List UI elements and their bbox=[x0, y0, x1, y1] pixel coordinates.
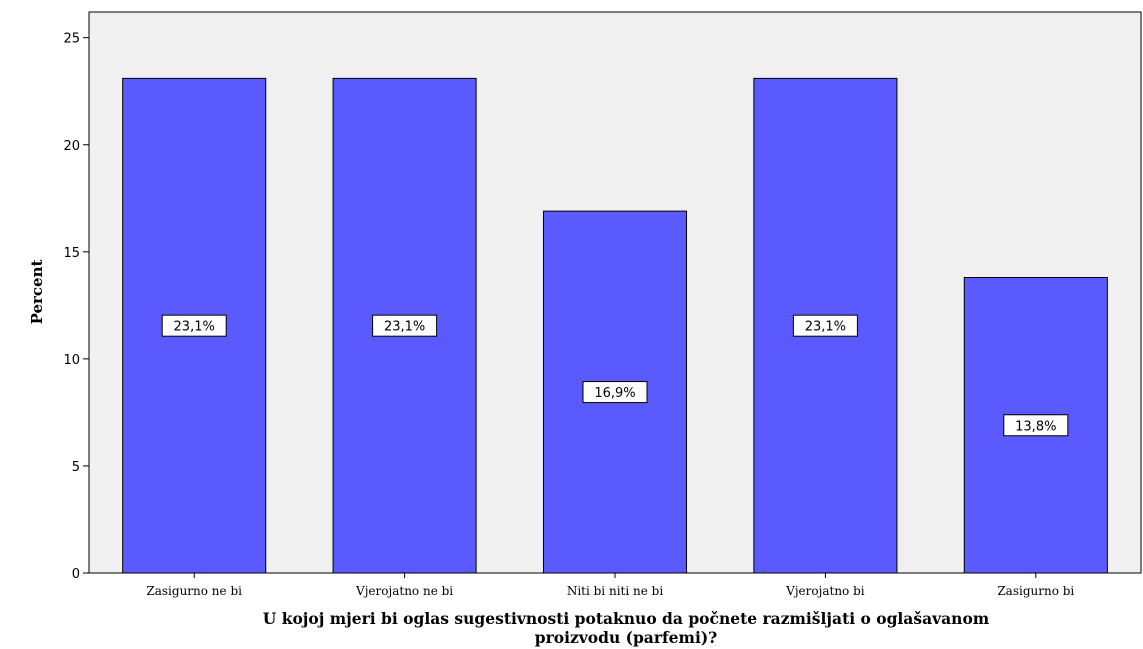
x-tick-label-2: Niti bi niti ne bi bbox=[567, 584, 664, 598]
x-tick-label-0: Zasigurno ne bi bbox=[146, 584, 242, 598]
x-tick-label-4: Zasigurno bi bbox=[997, 584, 1074, 598]
x-axis-label-line-1: U kojoj mjeri bi oglas sugestivnosti pot… bbox=[263, 609, 990, 628]
data-label-box-1 bbox=[372, 314, 438, 337]
y-tick-label-2: 10 bbox=[63, 353, 80, 368]
y-tick-label-0: 0 bbox=[72, 567, 80, 582]
y-tick-label-1: 5 bbox=[72, 460, 80, 475]
x-tick-label-1: Vjerojatno ne bi bbox=[355, 584, 453, 598]
data-label-box-2 bbox=[582, 381, 648, 404]
y-tick-label-5: 25 bbox=[63, 32, 80, 47]
data-label-1: 23,1% bbox=[384, 320, 425, 335]
data-label-box-4 bbox=[1003, 414, 1069, 437]
data-label-box-0 bbox=[161, 314, 227, 337]
x-axis-label-line-2: proizvodu (parfemi)? bbox=[535, 628, 718, 647]
y-axis-label: Percent bbox=[28, 260, 46, 325]
y-tick-label-3: 15 bbox=[63, 246, 80, 261]
data-label-4: 13,8% bbox=[1015, 419, 1056, 434]
data-label-3: 23,1% bbox=[805, 320, 846, 335]
x-tick-label-3: Vjerojatno bi bbox=[785, 584, 865, 598]
data-label-box-3 bbox=[792, 314, 858, 337]
data-label-0: 23,1% bbox=[174, 320, 215, 335]
data-label-2: 16,9% bbox=[594, 386, 635, 401]
y-tick-label-4: 20 bbox=[63, 139, 80, 154]
